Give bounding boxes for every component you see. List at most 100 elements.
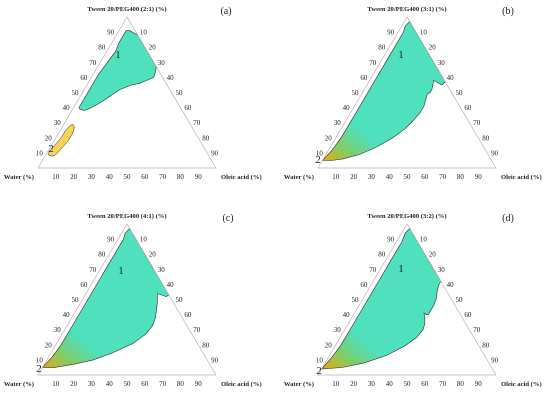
bottom-axis-tick-label: 40 xyxy=(106,173,114,181)
right-axis-tick-label: 50 xyxy=(176,296,184,304)
triangle-outline xyxy=(317,16,497,169)
left-axis-tick-label: 80 xyxy=(98,251,106,259)
left-axis-tick-label: 80 xyxy=(378,44,386,52)
right-axis-tick-label: 30 xyxy=(158,266,166,274)
oleic-acid-axis-title: Oleic acid (%) xyxy=(501,381,542,388)
right-axis-tick-label: 70 xyxy=(193,326,201,334)
bottom-axis-tick-label: 60 xyxy=(141,380,149,388)
right-axis-tick-label: 60 xyxy=(184,104,192,112)
bottom-axis-tick-label: 90 xyxy=(475,173,483,181)
left-axis-tick-label: 60 xyxy=(80,74,88,82)
left-axis-tick-label: 10 xyxy=(36,356,44,364)
right-axis-tick-label: 40 xyxy=(167,281,175,289)
region-1-label: 1 xyxy=(398,263,404,275)
bottom-axis-tick-label: 90 xyxy=(475,380,483,388)
right-axis-tick-label: 90 xyxy=(491,149,499,157)
right-axis-tick-label: 10 xyxy=(140,29,148,37)
left-axis-tick-label: 90 xyxy=(387,29,395,37)
right-axis-tick-label: 50 xyxy=(456,296,464,304)
right-axis-tick-label: 80 xyxy=(202,134,210,142)
left-axis-tick-label: 70 xyxy=(89,59,97,67)
bottom-axis-tick-label: 50 xyxy=(404,173,412,181)
region-2-label: 2 xyxy=(316,365,322,377)
left-axis-tick-label: 20 xyxy=(325,134,333,142)
bottom-axis-tick-label: 80 xyxy=(177,380,185,388)
left-axis-tick-label: 30 xyxy=(334,119,342,127)
right-axis-tick-label: 30 xyxy=(158,59,166,67)
panel-label: (b) xyxy=(502,6,514,17)
bottom-axis-tick-label: 30 xyxy=(368,380,376,388)
bottom-axis-tick-label: 60 xyxy=(421,380,429,388)
right-axis-tick-label: 60 xyxy=(464,311,472,319)
right-axis-tick-label: 40 xyxy=(447,281,455,289)
region-2-label: 2 xyxy=(315,154,321,166)
region-2-label: 2 xyxy=(36,363,42,375)
right-axis-tick-label: 70 xyxy=(473,326,481,334)
top-axis-title: Tween 20/PEG400 (3:1) (%) xyxy=(367,6,446,13)
left-axis-tick-label: 20 xyxy=(45,134,53,142)
right-axis-tick-label: 70 xyxy=(473,119,481,127)
left-axis-tick-label: 10 xyxy=(316,356,324,364)
right-axis-tick-label: 80 xyxy=(482,134,490,142)
bottom-axis-tick-label: 20 xyxy=(350,380,358,388)
right-axis-tick-label: 20 xyxy=(149,251,157,259)
region-1-area xyxy=(320,228,442,370)
right-axis-tick-label: 30 xyxy=(438,59,446,67)
top-axis-title: Tween 20/PEG400 (2:1) (%) xyxy=(87,6,166,13)
right-axis-tick-label: 80 xyxy=(202,341,210,349)
left-axis-tick-label: 90 xyxy=(107,29,115,37)
left-axis-tick-label: 20 xyxy=(325,341,333,349)
left-axis-tick-label: 90 xyxy=(107,236,115,244)
right-axis-tick-label: 10 xyxy=(420,236,428,244)
top-axis-title: Tween 20/PEG400 (3:2) (%) xyxy=(367,213,446,220)
region-2-area xyxy=(47,123,75,157)
bottom-axis-tick-label: 20 xyxy=(70,380,78,388)
bottom-axis-tick-label: 70 xyxy=(439,173,447,181)
left-axis-tick-label: 50 xyxy=(72,296,80,304)
region-1-area xyxy=(78,30,157,111)
water-axis-title: Water (%) xyxy=(4,174,34,181)
right-axis-tick-label: 60 xyxy=(184,311,192,319)
region-1-label: 1 xyxy=(115,49,121,61)
left-axis-tick-label: 10 xyxy=(36,149,44,157)
water-axis-title: Water (%) xyxy=(4,381,34,388)
left-axis-tick-label: 40 xyxy=(63,311,71,319)
right-axis-tick-label: 80 xyxy=(482,341,490,349)
bottom-axis-tick-label: 40 xyxy=(386,380,394,388)
bottom-axis-tick-label: 90 xyxy=(195,173,203,181)
region-1-label: 1 xyxy=(398,49,404,61)
left-axis-tick-label: 50 xyxy=(352,89,360,97)
bottom-axis-tick-label: 80 xyxy=(177,173,185,181)
bottom-axis-tick-label: 20 xyxy=(350,173,358,181)
water-axis-title: Water (%) xyxy=(284,381,314,388)
left-axis-tick-label: 50 xyxy=(72,89,80,97)
left-axis-tick-label: 60 xyxy=(80,281,88,289)
right-axis-tick-label: 40 xyxy=(167,74,175,82)
right-axis-tick-label: 90 xyxy=(491,356,499,364)
left-axis-tick-label: 60 xyxy=(360,74,368,82)
left-axis-tick-label: 40 xyxy=(343,311,351,319)
left-axis-tick-label: 30 xyxy=(54,326,62,334)
left-axis-tick-label: 10 xyxy=(316,149,324,157)
bottom-axis-tick-label: 30 xyxy=(88,173,96,181)
left-axis-tick-label: 60 xyxy=(360,281,368,289)
bottom-axis-tick-label: 70 xyxy=(439,380,447,388)
panel-label: (d) xyxy=(502,213,514,224)
oleic-acid-axis-title: Oleic acid (%) xyxy=(221,381,262,388)
bottom-axis-tick-label: 50 xyxy=(124,173,132,181)
bottom-axis-tick-label: 60 xyxy=(141,173,149,181)
right-axis-tick-label: 40 xyxy=(447,74,455,82)
bottom-axis-tick-label: 30 xyxy=(88,380,96,388)
left-axis-tick-label: 30 xyxy=(334,326,342,334)
left-axis-tick-label: 80 xyxy=(378,251,386,259)
region-2-label: 2 xyxy=(48,143,54,155)
right-axis-tick-label: 90 xyxy=(211,149,219,157)
right-axis-tick-label: 10 xyxy=(140,236,148,244)
bottom-axis-tick-label: 90 xyxy=(195,380,203,388)
right-axis-tick-label: 20 xyxy=(429,44,437,52)
